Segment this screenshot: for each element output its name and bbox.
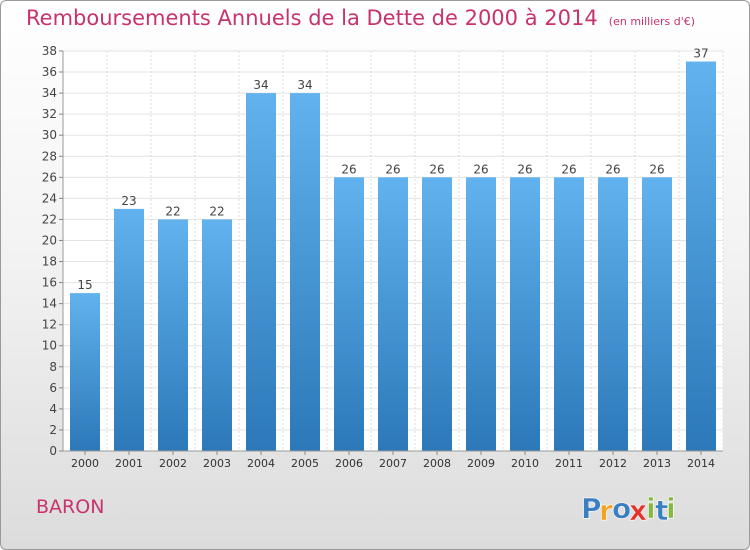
x-tick-label: 2005 bbox=[291, 457, 319, 470]
logo-letter: t bbox=[655, 494, 668, 527]
bar bbox=[290, 93, 320, 452]
bar bbox=[334, 177, 364, 451]
bar-value-label: 26 bbox=[517, 162, 532, 176]
logo-letter: o bbox=[612, 492, 631, 525]
bar bbox=[466, 177, 496, 451]
bar bbox=[686, 61, 716, 452]
y-tick-label: 8 bbox=[49, 360, 57, 374]
bar-value-label: 26 bbox=[341, 162, 356, 176]
bar-value-label: 15 bbox=[77, 278, 92, 292]
chart-title-text: Remboursements Annuels de la Dette de 20… bbox=[26, 6, 598, 30]
x-tick-label: 2001 bbox=[115, 457, 143, 470]
y-tick-label: 0 bbox=[49, 444, 57, 458]
x-tick-label: 2013 bbox=[643, 457, 671, 470]
bar-value-label: 37 bbox=[693, 47, 708, 61]
y-tick-label: 26 bbox=[42, 170, 57, 184]
y-tick-label: 18 bbox=[42, 255, 57, 269]
y-tick-label: 30 bbox=[42, 128, 57, 142]
logo-letter: i bbox=[646, 492, 656, 525]
x-tick-label: 2009 bbox=[467, 457, 495, 470]
bar bbox=[598, 177, 628, 451]
y-tick-label: 20 bbox=[42, 233, 57, 247]
x-tick-label: 2000 bbox=[71, 457, 99, 470]
proxiti-logo: Pr oxi ti bbox=[581, 492, 676, 528]
bar bbox=[246, 93, 276, 452]
bar-value-label: 26 bbox=[385, 162, 400, 176]
bar bbox=[510, 177, 540, 451]
bar bbox=[70, 293, 100, 451]
y-tick-label: 16 bbox=[42, 276, 57, 290]
bar-value-label: 23 bbox=[121, 194, 136, 208]
y-tick-label: 36 bbox=[42, 65, 57, 79]
y-tick-label: 28 bbox=[42, 149, 57, 163]
bar bbox=[114, 208, 144, 451]
bar bbox=[642, 177, 672, 451]
bar-value-label: 22 bbox=[209, 204, 224, 218]
chart-subtitle: (en milliers d'€) bbox=[608, 15, 696, 28]
y-tick-label: 34 bbox=[42, 86, 57, 100]
y-tick-label: 4 bbox=[49, 402, 57, 416]
bar-value-label: 34 bbox=[297, 78, 312, 92]
bar bbox=[158, 219, 188, 451]
x-tick-label: 2011 bbox=[555, 457, 583, 470]
bar-value-label: 26 bbox=[561, 162, 576, 176]
bar bbox=[422, 177, 452, 451]
logo-letter: i bbox=[666, 492, 676, 525]
bar-value-label: 26 bbox=[429, 162, 444, 176]
bar-value-label: 26 bbox=[605, 162, 620, 176]
y-tick-label: 38 bbox=[42, 44, 57, 58]
x-tick-label: 2007 bbox=[379, 457, 407, 470]
bar-value-label: 26 bbox=[649, 162, 664, 176]
y-tick-label: 24 bbox=[42, 191, 57, 205]
bar-value-label: 26 bbox=[473, 162, 488, 176]
x-tick-label: 2004 bbox=[247, 457, 275, 470]
y-tick-label: 12 bbox=[42, 318, 57, 332]
y-tick-label: 14 bbox=[42, 297, 57, 311]
location-label: BARON bbox=[36, 496, 105, 518]
y-tick-label: 10 bbox=[42, 339, 57, 353]
logo-letter: r bbox=[599, 494, 613, 527]
x-tick-label: 2008 bbox=[423, 457, 451, 470]
x-tick-label: 2012 bbox=[599, 457, 627, 470]
x-tick-label: 2010 bbox=[511, 457, 539, 470]
x-tick-label: 2014 bbox=[687, 457, 715, 470]
y-tick-label: 32 bbox=[42, 107, 57, 121]
x-tick-label: 2003 bbox=[203, 457, 231, 470]
bar bbox=[378, 177, 408, 451]
x-tick-label: 2006 bbox=[335, 457, 363, 470]
bar bbox=[554, 177, 584, 451]
logo-letter: P bbox=[581, 492, 602, 525]
y-tick-label: 22 bbox=[42, 212, 57, 226]
bar-value-label: 34 bbox=[253, 78, 268, 92]
y-tick-label: 2 bbox=[49, 423, 57, 437]
chart-title: Remboursements Annuels de la Dette de 20… bbox=[26, 6, 695, 30]
bar-value-label: 22 bbox=[165, 204, 180, 218]
y-tick-label: 6 bbox=[49, 381, 57, 395]
bar bbox=[202, 219, 232, 451]
x-tick-label: 2002 bbox=[159, 457, 187, 470]
logo-letter: x bbox=[629, 494, 647, 527]
